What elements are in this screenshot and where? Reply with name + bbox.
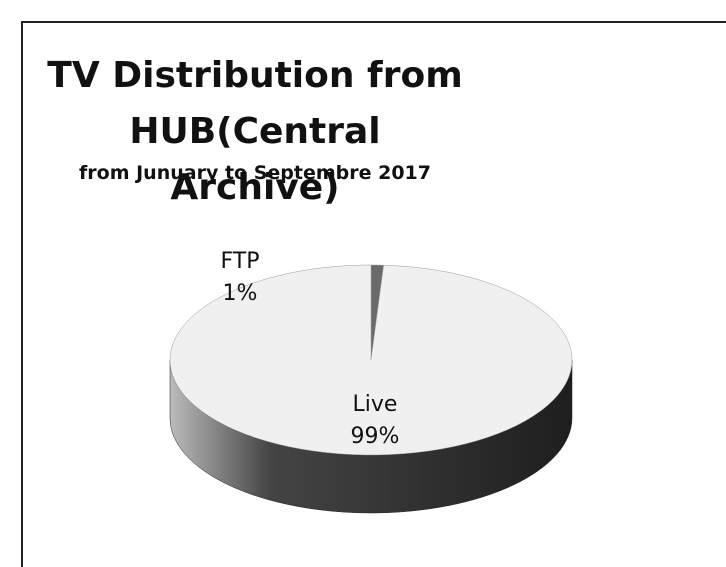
slice-label: FTP: [221, 249, 260, 274]
slice-value-label: 99%: [351, 424, 400, 449]
frame: [21, 21, 726, 567]
chart-subtitle: from Junuary to Septembre 2017: [79, 162, 431, 184]
slice-label: Live: [353, 392, 398, 417]
chart-title: TV Distribution from HUB(Central Archive…: [47, 55, 463, 208]
slice: [169, 264, 573, 456]
slice-value-label: 1%: [223, 281, 258, 306]
pie: [169, 264, 573, 514]
